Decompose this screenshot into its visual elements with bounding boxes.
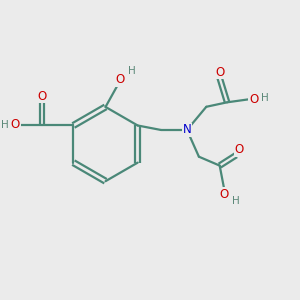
Text: O: O xyxy=(220,188,229,201)
Text: O: O xyxy=(215,65,224,79)
Text: H: H xyxy=(232,196,239,206)
Text: O: O xyxy=(234,143,244,156)
Text: O: O xyxy=(11,118,20,131)
Text: H: H xyxy=(2,120,9,130)
Text: N: N xyxy=(183,123,191,136)
Text: O: O xyxy=(249,93,259,106)
Text: O: O xyxy=(116,73,125,86)
Text: H: H xyxy=(261,93,269,103)
Text: O: O xyxy=(38,90,47,103)
Text: H: H xyxy=(128,66,136,76)
